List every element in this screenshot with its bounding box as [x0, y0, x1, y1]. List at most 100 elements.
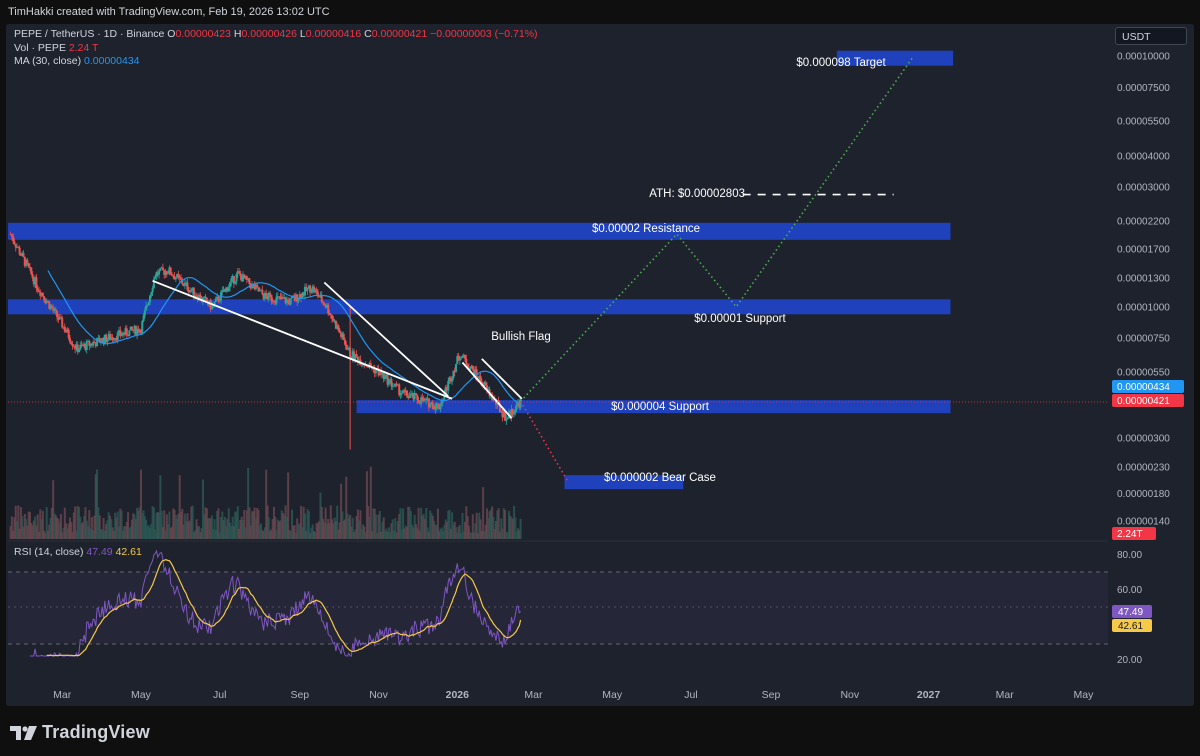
candle-body [427, 398, 430, 408]
volume-bar [45, 506, 48, 539]
candle-body [235, 273, 238, 282]
volume-bar [485, 508, 488, 539]
candle-body [53, 308, 56, 311]
volume-bar [253, 507, 256, 539]
candle-body [31, 273, 34, 278]
rsi-pane[interactable]: 80.00 60.00 20.00 47.49 42.61 [8, 540, 1152, 666]
trendline[interactable] [461, 361, 513, 419]
candle-body [159, 267, 162, 271]
candle-body [457, 356, 460, 361]
volume-bar [491, 506, 494, 539]
volume-bar [518, 529, 521, 539]
volume-bar [207, 518, 210, 539]
volume-bar [47, 530, 50, 539]
volume-bar [360, 528, 363, 539]
volume-bar [466, 516, 469, 539]
annotation-bullish-flag: Bullish Flag [491, 331, 550, 343]
time-axis[interactable]: Mar May Jul Sep Nov 2026 Mar May Jul Sep Nov 2027 Ma… [53, 689, 1094, 701]
volume-bar [489, 509, 492, 539]
candle-body [185, 282, 188, 284]
volume-bar [346, 513, 349, 539]
candle-body [351, 351, 354, 358]
candle-body [58, 316, 61, 320]
volume-bar [119, 508, 122, 539]
volume-bar [510, 517, 513, 539]
volume-bar [213, 519, 216, 539]
candle-body [65, 331, 68, 333]
trendline[interactable] [481, 358, 523, 400]
volume-bar [443, 524, 446, 539]
candle-body [438, 404, 441, 410]
volume-bar [426, 527, 429, 539]
volume-bar [74, 506, 77, 539]
symbol-label[interactable]: PEPE / TetherUS · 1D · Binance [14, 28, 165, 40]
chart-frame[interactable]: $0.000098 Target ATH: $0.00002803 $0.000… [6, 24, 1194, 706]
price-axis[interactable]: 0.00010000 0.00007500 0.00005500 0.00004000… [1117, 52, 1170, 528]
candle-body [399, 393, 402, 396]
volume-bar [502, 508, 505, 539]
candle-body [502, 411, 505, 418]
trendline[interactable] [152, 279, 453, 400]
volume-bar [252, 511, 255, 539]
volume-bar [333, 517, 336, 539]
volume-bar [116, 511, 119, 539]
candle-body [483, 382, 486, 387]
currency-selector[interactable]: USDT [1115, 27, 1187, 45]
price-zone[interactable] [8, 222, 951, 240]
candle-body [278, 296, 281, 298]
candle-body [469, 368, 472, 370]
candle-body [511, 409, 514, 415]
volume-bar [174, 515, 177, 539]
volume-bar [266, 505, 269, 539]
candle-body [416, 395, 419, 401]
candle-body [355, 354, 358, 357]
candle-body [62, 326, 65, 328]
volume-bar [456, 532, 459, 539]
candle-body [334, 320, 337, 329]
volume-bar [31, 525, 34, 539]
volume-bar [336, 505, 339, 539]
price-zone[interactable] [836, 50, 954, 66]
candle-body [302, 292, 305, 296]
volume-bar [128, 527, 131, 539]
volume-bar [272, 506, 275, 539]
rsi-label[interactable]: RSI (14, close) [14, 546, 84, 558]
candle-body [473, 369, 476, 377]
time-tick-label: Mar [524, 689, 543, 701]
candle-body [395, 383, 398, 385]
candle-body [226, 287, 229, 292]
candle-body [347, 347, 350, 350]
volume-bar [142, 510, 145, 539]
volume-bar [338, 522, 341, 539]
volume-bar [484, 524, 487, 539]
candle-body [229, 282, 232, 288]
volume-bar [473, 532, 476, 539]
candle-body [396, 384, 399, 386]
candle-body [192, 287, 195, 297]
volume-bar [65, 523, 68, 539]
price-zone[interactable] [564, 475, 684, 490]
volume-bar [168, 511, 171, 539]
chart-canvas[interactable]: $0.000098 Target ATH: $0.00002803 $0.000… [6, 24, 1194, 706]
volume-bar [62, 527, 65, 539]
candle-body [374, 370, 377, 374]
volume-bar [436, 508, 439, 539]
trendline[interactable] [323, 281, 449, 397]
candle-body [322, 301, 325, 303]
candle-body [453, 370, 456, 372]
candle-body [456, 356, 459, 365]
volume-bar [50, 507, 53, 539]
volume-bar [349, 514, 352, 539]
volume-label[interactable]: Vol · PEPE [14, 41, 66, 54]
candle-body [337, 325, 340, 331]
volume-bar [368, 516, 371, 539]
price-zone[interactable] [8, 299, 951, 315]
ma-label[interactable]: MA (30, close) [14, 55, 82, 67]
volume-bar [96, 469, 99, 539]
tradingview-logo[interactable]: TradingView [10, 722, 150, 743]
volume-bar [267, 517, 270, 539]
candle-body [125, 328, 128, 336]
volume-bar [185, 521, 188, 539]
candle-body [275, 296, 278, 304]
volume-bar [351, 517, 354, 539]
